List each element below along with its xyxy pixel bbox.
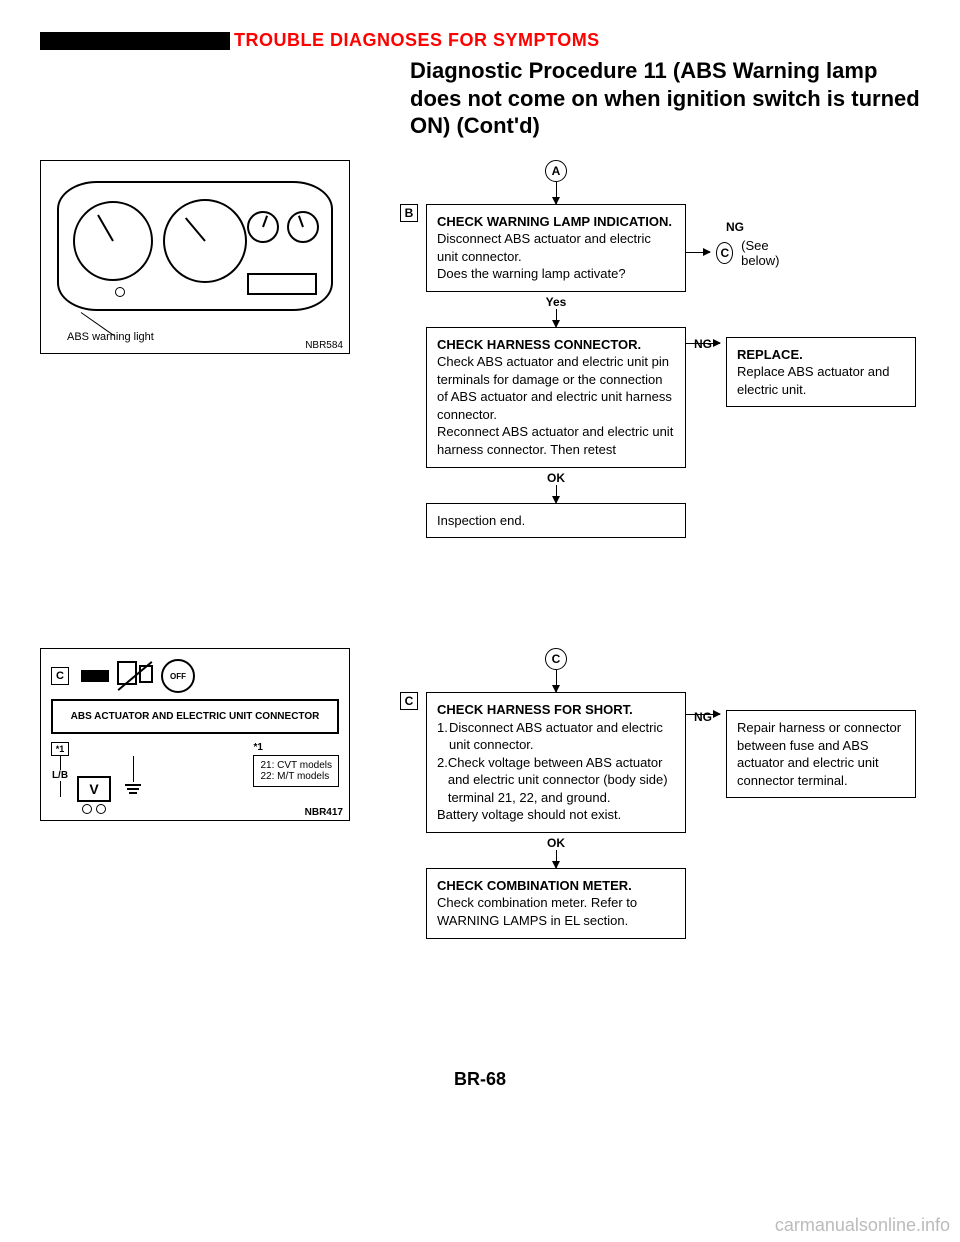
repair-harness-box: Repair harness or connector between fuse… bbox=[726, 710, 916, 798]
inspection-end-box: Inspection end. bbox=[426, 503, 686, 539]
check-combination-meter-box: CHECK COMBINATION METER. Check combinati… bbox=[426, 868, 686, 939]
box-title: CHECK COMBINATION METER. bbox=[437, 877, 675, 895]
connector-label-box: ABS ACTUATOR AND ELECTRIC UNIT CONNECTOR bbox=[51, 699, 339, 734]
arrow-down-icon bbox=[556, 850, 557, 868]
illus-step-marker: C bbox=[51, 667, 69, 685]
box-body: Check ABS actuator and electric unit pin… bbox=[437, 353, 675, 458]
watermark: carmanualsonline.info bbox=[775, 1215, 950, 1236]
ignition-off-icon: OFF bbox=[161, 659, 195, 693]
harness-icon bbox=[81, 670, 109, 682]
edge-label-ok: OK bbox=[547, 471, 565, 485]
wire-label: L/B bbox=[52, 770, 68, 781]
page-number: BR-68 bbox=[40, 1069, 920, 1090]
probe-minus-icon bbox=[96, 804, 106, 814]
box-body: Inspection end. bbox=[437, 513, 525, 528]
step-marker-c: C bbox=[400, 692, 418, 710]
check-harness-short-box: CHECK HARNESS FOR SHORT. 1.Disconnect AB… bbox=[426, 692, 686, 833]
box-title: CHECK HARNESS CONNECTOR. bbox=[437, 336, 675, 354]
illustration-top-code: NBR584 bbox=[305, 340, 343, 351]
box-title: REPLACE. bbox=[737, 346, 905, 364]
connector-illustration: C OFF ABS ACTUATOR AND ELECTRIC UNIT CON… bbox=[40, 648, 350, 821]
arrow-down-icon bbox=[556, 485, 557, 503]
voltmeter-icon: V bbox=[77, 776, 111, 802]
replace-box: REPLACE. Replace ABS actuator and electr… bbox=[726, 337, 916, 408]
edge-label-ng: NG bbox=[726, 220, 744, 234]
check-warning-lamp-box: CHECK WARNING LAMP INDICATION. Disconnec… bbox=[426, 204, 686, 292]
note-ref: *1 bbox=[253, 742, 339, 753]
check-harness-connector-box: CHECK HARNESS CONNECTOR. Check ABS actua… bbox=[426, 327, 686, 468]
step-marker-b: B bbox=[400, 204, 418, 222]
illustration-bottom-code: NBR417 bbox=[305, 807, 343, 818]
arrow-down-icon bbox=[556, 670, 557, 692]
ground-icon bbox=[125, 756, 141, 796]
arrow-right-icon bbox=[686, 343, 720, 344]
section-title: TROUBLE DIAGNOSES FOR SYMPTOMS bbox=[234, 30, 600, 51]
disconnect-icon bbox=[117, 661, 153, 691]
box-body: Repair harness or connector between fuse… bbox=[737, 720, 901, 788]
procedure-title: Diagnostic Procedure 11 (ABS Warning lam… bbox=[410, 57, 920, 140]
flow-entry-a: A bbox=[545, 160, 567, 182]
edge-label-ok: OK bbox=[547, 836, 565, 850]
arrow-down-icon bbox=[556, 309, 557, 327]
box-body: Disconnect ABS actuator and electric uni… bbox=[437, 230, 675, 283]
list-item: Check voltage between ABS actuator and e… bbox=[448, 754, 675, 807]
arrow-right-icon bbox=[686, 714, 720, 715]
edge-label-yes: Yes bbox=[546, 295, 567, 309]
flow-entry-c: C bbox=[545, 648, 567, 670]
instrument-cluster-illustration: ABS warning light NBR584 bbox=[40, 160, 350, 354]
header-blackbar bbox=[40, 32, 230, 50]
box-body: Replace ABS actuator and electric unit. bbox=[737, 363, 905, 398]
see-below-text: (See below) bbox=[741, 238, 792, 268]
arrow-right-icon bbox=[686, 252, 710, 253]
arrow-down-icon bbox=[556, 182, 557, 204]
box-tail: Battery voltage should not exist. bbox=[437, 806, 675, 824]
pin-box: *1 bbox=[51, 742, 69, 756]
box-title: CHECK HARNESS FOR SHORT. bbox=[437, 701, 675, 719]
box-title: CHECK WARNING LAMP INDICATION. bbox=[437, 213, 675, 231]
box-body: Check combination meter. Refer to WARNIN… bbox=[437, 894, 675, 929]
list-item: Disconnect ABS actuator and electric uni… bbox=[449, 719, 675, 754]
note-box: 21: CVT models 22: M/T models bbox=[253, 755, 339, 787]
header-band: TROUBLE DIAGNOSES FOR SYMPTOMS bbox=[40, 30, 920, 51]
connector-c-ref: C bbox=[716, 242, 733, 264]
probe-plus-icon bbox=[82, 804, 92, 814]
